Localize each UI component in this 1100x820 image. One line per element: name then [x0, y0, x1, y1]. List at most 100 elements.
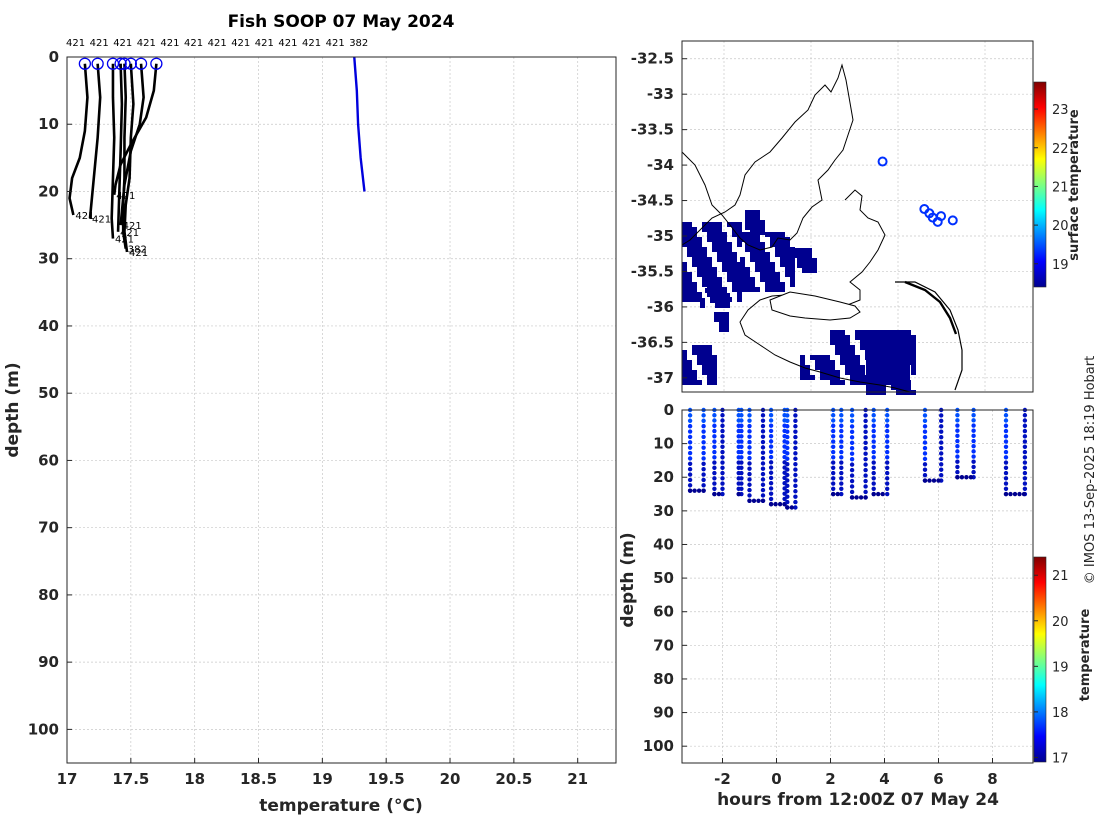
map-y-tick-label: -35.5 [631, 262, 674, 280]
top-count-label: 421 [208, 38, 227, 49]
sst-cell [871, 345, 876, 350]
sst-cell [775, 272, 780, 277]
temperature-colorbar-tick-label: 21 [1052, 569, 1069, 584]
depth-point [1022, 434, 1028, 439]
depth-point [871, 491, 876, 497]
depth-point [760, 439, 766, 445]
profile-start-marker [134, 57, 148, 70]
sst-cell [830, 380, 835, 385]
map-y-tick-label: -33 [647, 85, 674, 103]
depth-point [831, 476, 836, 481]
sst-cell [682, 297, 687, 302]
depth-point [789, 505, 794, 510]
sst-cell [835, 370, 840, 375]
sst-cell [876, 375, 881, 380]
sst-cell [719, 327, 724, 332]
sst-cell [717, 282, 722, 287]
sst-cell [906, 345, 911, 350]
sst-cell [765, 267, 770, 272]
map-y-tick-label: -34.5 [631, 192, 674, 210]
credit-text: © IMOS 13-Sep-2025 18:19 Hobart [1083, 356, 1098, 584]
top-count-label: 421 [184, 38, 203, 49]
sst-cell [707, 282, 712, 287]
depth-point [1022, 481, 1028, 486]
sst-cell [697, 252, 702, 257]
sst-cell [750, 252, 755, 257]
sst-cell [840, 345, 845, 350]
depth-point [939, 445, 944, 451]
depth-point [1008, 491, 1013, 497]
sst-cell [880, 375, 885, 380]
depth-point [692, 488, 697, 493]
depth-point [871, 444, 876, 449]
map-y-tick-label: -37 [647, 369, 674, 387]
sst-cell [895, 355, 900, 360]
depth-point [922, 456, 928, 462]
top-count-label: 421 [137, 38, 156, 49]
depth-point [955, 418, 960, 423]
depth-point [793, 499, 798, 505]
sst-cell [765, 287, 770, 292]
depth-point [831, 486, 836, 491]
sst-cell [682, 350, 687, 355]
sst-cell [895, 345, 900, 350]
depth-point [1003, 428, 1009, 434]
sst-cell [687, 287, 692, 292]
depth-point [939, 418, 944, 424]
sst-cell [845, 360, 850, 365]
sst-cell [780, 262, 785, 267]
sst-cell [750, 230, 755, 235]
profile-end-label: 421 [129, 248, 148, 259]
sst-cell [780, 287, 785, 292]
sst-cell [835, 350, 840, 355]
depth-point [922, 451, 928, 456]
depth-point [863, 446, 868, 451]
depth-point [768, 470, 774, 475]
sst-cell [785, 242, 790, 247]
depth-point [839, 444, 844, 449]
depth-point [793, 494, 798, 499]
depth-point [720, 476, 725, 481]
depth-point [687, 434, 693, 440]
temperature-colorbar: 21 20 19 18 17 temperature [1033, 556, 1093, 766]
sst-cell [770, 232, 775, 237]
sst-cell [717, 237, 722, 242]
depth-point [768, 423, 774, 428]
depth-tick-label: 50 [653, 569, 674, 587]
depth-point [955, 449, 960, 454]
depth-point [955, 438, 960, 444]
sst-cell [885, 335, 890, 340]
sst-cell [871, 330, 876, 335]
x-tick-label: 21 [567, 770, 588, 788]
sst-cell [850, 355, 855, 360]
sst-cell [732, 232, 737, 237]
depth-point [971, 423, 976, 428]
sst-cell [712, 247, 717, 252]
depth-point [1022, 418, 1028, 423]
depth-point [922, 478, 928, 483]
depth-point [760, 445, 766, 450]
sst-cell [881, 360, 886, 365]
sst-cell [697, 257, 702, 262]
sst-cell [682, 282, 687, 287]
depth-point [739, 444, 744, 449]
depth-point [971, 412, 976, 418]
sst-cell [697, 360, 702, 365]
sst-cell [906, 380, 911, 385]
depth-point [739, 486, 744, 491]
depth-point [773, 501, 778, 507]
depth-point [687, 440, 693, 445]
sst-cell [830, 375, 835, 380]
depth-point [971, 459, 976, 464]
depth-point [701, 477, 706, 483]
depth-point [885, 460, 890, 465]
depth-point [854, 495, 859, 500]
sst-cell [765, 257, 770, 262]
sst-cell [840, 360, 845, 365]
depth-point [793, 440, 798, 445]
sst-cell [775, 282, 780, 287]
sst-cell [785, 267, 790, 272]
sst-cell [707, 350, 712, 355]
depth-point [1022, 439, 1028, 444]
depth-point [1021, 491, 1027, 497]
